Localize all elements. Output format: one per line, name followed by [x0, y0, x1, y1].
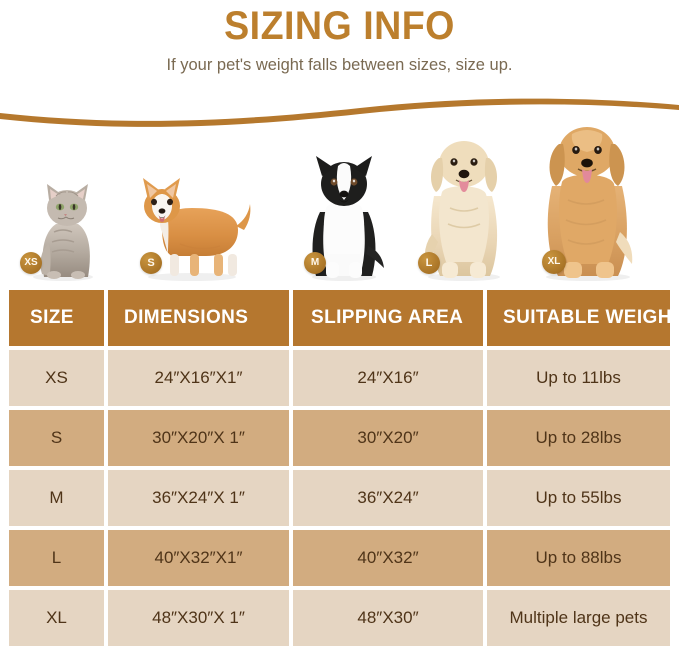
cream-golden-retriever-icon [424, 141, 500, 281]
size-badge-xl: XL [542, 250, 566, 274]
page-subtitle: If your pet's weight falls between sizes… [166, 55, 513, 74]
pet-m: M [296, 150, 392, 282]
table-row: M 36″X24″X 1″ 36″X24″ Up to 55lbs [9, 470, 670, 526]
size-badge-s: S [140, 252, 162, 274]
gray-tabby-cat-icon [33, 184, 93, 281]
size-badge-m: M [304, 252, 326, 274]
cell-size: XL [9, 590, 104, 646]
corgi-icon [143, 178, 251, 281]
cell-suitable-weight: Up to 11lbs [487, 350, 670, 406]
pet-l: L [412, 130, 516, 282]
cell-dimensions: 24″X16″X1″ [108, 350, 289, 406]
column-header-dimensions: DIMENSIONS [108, 290, 289, 346]
column-header-size: SIZE [9, 290, 104, 346]
cell-suitable-weight: Up to 88lbs [487, 530, 670, 586]
size-badge-l: L [418, 252, 440, 274]
table-header-row: SIZE DIMENSIONS SLIPPING AREA SUITABLE W… [9, 290, 670, 346]
cell-suitable-weight: Up to 28lbs [487, 410, 670, 466]
column-header-suitable-weight: SUITABLE WEIGHT [487, 290, 670, 346]
size-badge-xs: XS [20, 252, 42, 274]
cell-size: M [9, 470, 104, 526]
cell-slipping-area: 30″X20″ [293, 410, 483, 466]
table-row: L 40″X32″X1″ 40″X32″ Up to 88lbs [9, 530, 670, 586]
cell-size: XS [9, 350, 104, 406]
cell-dimensions: 40″X32″X1″ [108, 530, 289, 586]
cell-dimensions: 36″X24″X 1″ [108, 470, 289, 526]
cell-slipping-area: 36″X24″ [293, 470, 483, 526]
cell-size: L [9, 530, 104, 586]
column-header-slipping-area: SLIPPING AREA [293, 290, 483, 346]
cell-suitable-weight: Multiple large pets [487, 590, 670, 646]
wave-divider-icon [0, 98, 679, 127]
header: SIZING INFO If your pet's weight falls b… [0, 0, 679, 92]
pet-illustration-row: XS [0, 112, 679, 282]
page-title: SIZING INFO [224, 4, 455, 48]
cell-slipping-area: 24″X16″ [293, 350, 483, 406]
cell-dimensions: 30″X20″X 1″ [108, 410, 289, 466]
cell-dimensions: 48″X30″X 1″ [108, 590, 289, 646]
golden-retriever-icon [546, 127, 633, 281]
cell-suitable-weight: Up to 55lbs [487, 470, 670, 526]
sizing-table: SIZE DIMENSIONS SLIPPING AREA SUITABLE W… [9, 290, 670, 650]
table-row: XL 48″X30″X 1″ 48″X30″ Multiple large pe… [9, 590, 670, 646]
cell-size: S [9, 410, 104, 466]
cell-slipping-area: 40″X32″ [293, 530, 483, 586]
table-row: XS 24″X16″X1″ 24″X16″ Up to 11lbs [9, 350, 670, 406]
table-row: S 30″X20″X 1″ 30″X20″ Up to 28lbs [9, 410, 670, 466]
pet-xs: XS [16, 174, 110, 282]
cell-slipping-area: 48″X30″ [293, 590, 483, 646]
pet-s: S [128, 170, 252, 282]
pet-xl: XL [528, 116, 648, 282]
